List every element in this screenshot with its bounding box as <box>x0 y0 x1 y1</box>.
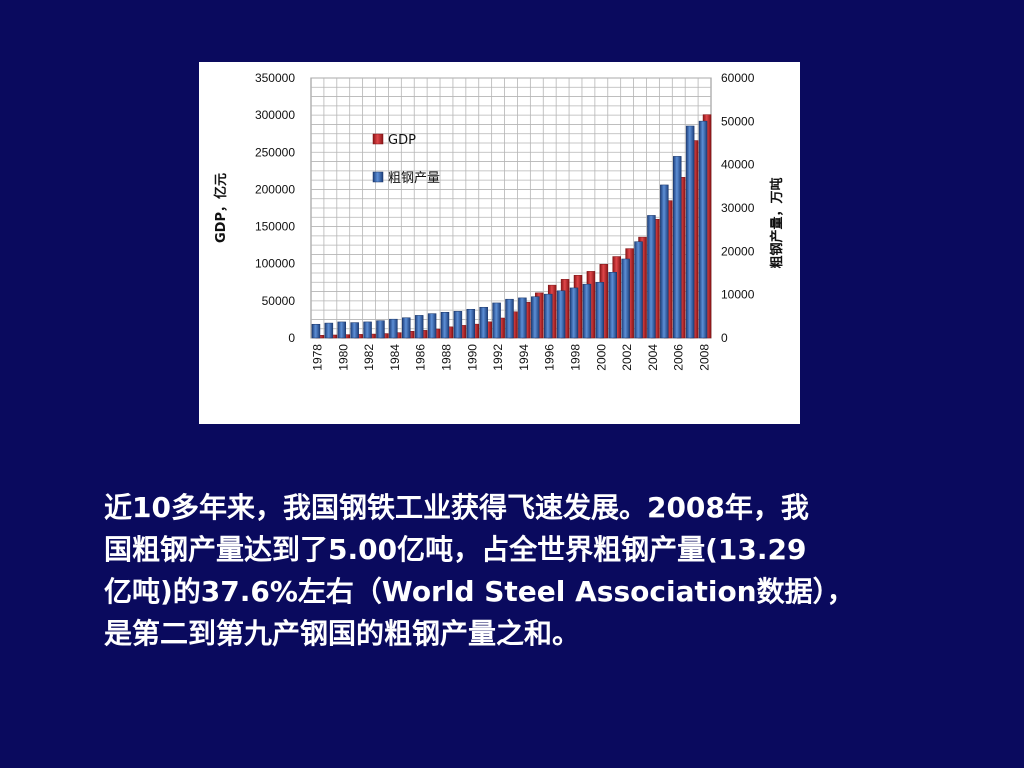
steel-bar-2008 <box>698 120 708 339</box>
right-axis-tick-label: 0 <box>721 331 728 345</box>
x-axis-tick-label: 1990 <box>465 344 479 371</box>
legend-label-gdp: GDP <box>388 133 416 148</box>
right-axis-tick-label: 10000 <box>721 288 755 302</box>
steel-bar-2002 <box>621 258 630 339</box>
x-axis-tick-label: 1988 <box>439 344 453 371</box>
x-axis-tick-label: 2000 <box>594 344 608 371</box>
x-axis-tick-label: 1992 <box>491 344 505 371</box>
right-axis-tick-label: 20000 <box>721 244 755 258</box>
left-axis-tick-label: 350000 <box>255 71 295 85</box>
steel-bar-1999 <box>582 283 592 339</box>
steel-bar-1987 <box>427 313 437 339</box>
steel-bar-1997 <box>556 290 566 339</box>
x-axis-tick-label: 1986 <box>414 344 428 371</box>
steel-bar-1980 <box>337 321 347 339</box>
x-axis-tick-label: 1998 <box>569 344 583 371</box>
x-axis-tick-label: 1994 <box>517 344 531 371</box>
steel-bar-2003 <box>634 241 643 339</box>
left-axis-tick-label: 250000 <box>255 145 295 159</box>
steel-bar-1993 <box>505 298 514 339</box>
x-axis-tick-label: 1996 <box>543 344 557 371</box>
x-axis-tick-label: 1982 <box>362 344 376 371</box>
steel-bar-2005 <box>660 184 669 339</box>
steel-bar-1988 <box>440 311 450 339</box>
steel-bar-1994 <box>518 297 527 339</box>
steel-bar-2000 <box>595 282 605 339</box>
right-axis-tick-label: 40000 <box>721 158 755 172</box>
steel-bar-1992 <box>492 302 501 339</box>
x-axis-tick-label: 2002 <box>620 344 634 371</box>
left-axis-tick-label: 0 <box>288 331 295 345</box>
steel-bar-1978 <box>311 323 321 339</box>
steel-bar-1989 <box>453 311 463 339</box>
caption-line: 是第二到第九产钢国的粗钢产量之和。 <box>104 617 581 650</box>
steel-bar-1998 <box>569 287 579 339</box>
steel-bar-1991 <box>479 306 488 339</box>
caption-line: 亿吨)的37.6%左右（World Steel Association数据）， <box>104 575 855 608</box>
steel-bar-1982 <box>363 321 372 339</box>
steel-bar-1995 <box>531 296 540 339</box>
left-axis-tick-label: 100000 <box>255 257 295 271</box>
left-axis-tick-label: 150000 <box>255 220 295 234</box>
left-axis-tick-label: 50000 <box>262 294 296 308</box>
right-axis-title: 粗钢产量，万吨 <box>769 177 785 268</box>
steel-bar-1985 <box>402 317 411 339</box>
x-axis-tick-label: 2004 <box>646 344 660 371</box>
left-axis-tick-label: 200000 <box>255 182 295 196</box>
steel-bar-1986 <box>414 315 424 339</box>
steel-bar-1990 <box>466 308 476 339</box>
steel-bar-2007 <box>685 125 695 339</box>
steel-bar-2006 <box>672 156 682 339</box>
steel-bar-2004 <box>647 215 656 339</box>
right-axis-tick-label: 50000 <box>721 114 755 128</box>
steel-bar-1979 <box>324 322 334 339</box>
caption-line: 近10多年来，我国钢铁工业获得飞速发展。2008年，我 <box>104 491 809 524</box>
x-axis-tick-label: 2006 <box>672 344 686 371</box>
x-axis-tick-label: 1978 <box>310 344 324 371</box>
steel-bar-1996 <box>543 293 553 339</box>
steel-bar-1984 <box>389 318 398 339</box>
steel-bar-2001 <box>608 272 617 339</box>
caption-text: 近10多年来，我国钢铁工业获得飞速发展。2008年，我 国粗钢产量达到了5.00… <box>104 487 964 655</box>
steel-bar-1981 <box>350 322 359 339</box>
legend-label-steel: 粗钢产量 <box>388 171 440 186</box>
left-axis-tick-label: 300000 <box>255 108 295 122</box>
chart-panel: 0 50000 100000 150000 200000 250000 300000 3500… <box>199 62 800 424</box>
gdp-steel-chart: 0500001000001500002000002500003000003500… <box>213 71 785 371</box>
x-axis-tick-label: 2008 <box>698 344 712 371</box>
left-axis-title: GDP，亿元 <box>213 173 229 243</box>
x-axis-tick-label: 1980 <box>336 344 350 371</box>
caption-line: 国粗钢产量达到了5.00亿吨，占全世界粗钢产量(13.29 <box>104 533 807 566</box>
x-axis-tick-label: 1984 <box>388 344 402 371</box>
steel-bar-1983 <box>376 320 385 339</box>
right-axis-tick-label: 30000 <box>721 201 755 215</box>
right-axis-tick-label: 60000 <box>721 71 755 85</box>
legend-swatch-steel <box>372 171 384 183</box>
legend-swatch-gdp <box>372 133 384 145</box>
